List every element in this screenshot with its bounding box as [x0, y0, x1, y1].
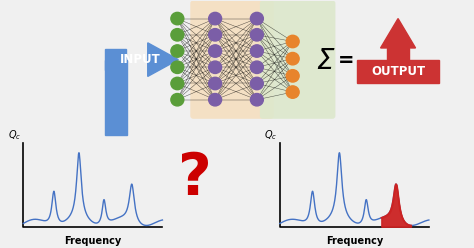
Text: OUTPUT: OUTPUT: [371, 64, 425, 78]
Polygon shape: [148, 43, 178, 76]
Bar: [105, 49, 126, 70]
Circle shape: [250, 93, 264, 106]
Circle shape: [171, 29, 184, 41]
Bar: [387, 48, 409, 60]
Circle shape: [171, 12, 184, 25]
Circle shape: [286, 86, 299, 98]
Circle shape: [209, 12, 221, 25]
Circle shape: [209, 45, 221, 57]
Text: ?: ?: [178, 151, 212, 208]
Circle shape: [250, 77, 264, 90]
Circle shape: [250, 12, 264, 25]
Bar: [105, 60, 127, 135]
Circle shape: [209, 93, 221, 106]
Circle shape: [171, 61, 184, 73]
Polygon shape: [381, 19, 416, 48]
Circle shape: [171, 45, 184, 57]
Text: Frequency: Frequency: [326, 236, 383, 246]
Bar: [357, 60, 439, 83]
Circle shape: [250, 29, 264, 41]
Circle shape: [286, 35, 299, 48]
Text: $Q_c$: $Q_c$: [8, 128, 21, 142]
Circle shape: [250, 61, 264, 73]
Circle shape: [286, 53, 299, 65]
Text: $Q_c$: $Q_c$: [264, 128, 278, 142]
Circle shape: [209, 77, 221, 90]
FancyBboxPatch shape: [190, 0, 274, 119]
Text: INPUT: INPUT: [120, 53, 161, 66]
Text: =: =: [338, 51, 355, 70]
Circle shape: [209, 61, 221, 73]
Circle shape: [286, 70, 299, 82]
Circle shape: [171, 77, 184, 90]
Circle shape: [209, 29, 221, 41]
Text: Σ: Σ: [317, 47, 334, 75]
Circle shape: [171, 93, 184, 106]
FancyBboxPatch shape: [260, 0, 336, 119]
Circle shape: [250, 45, 264, 57]
Text: Frequency: Frequency: [64, 236, 121, 246]
